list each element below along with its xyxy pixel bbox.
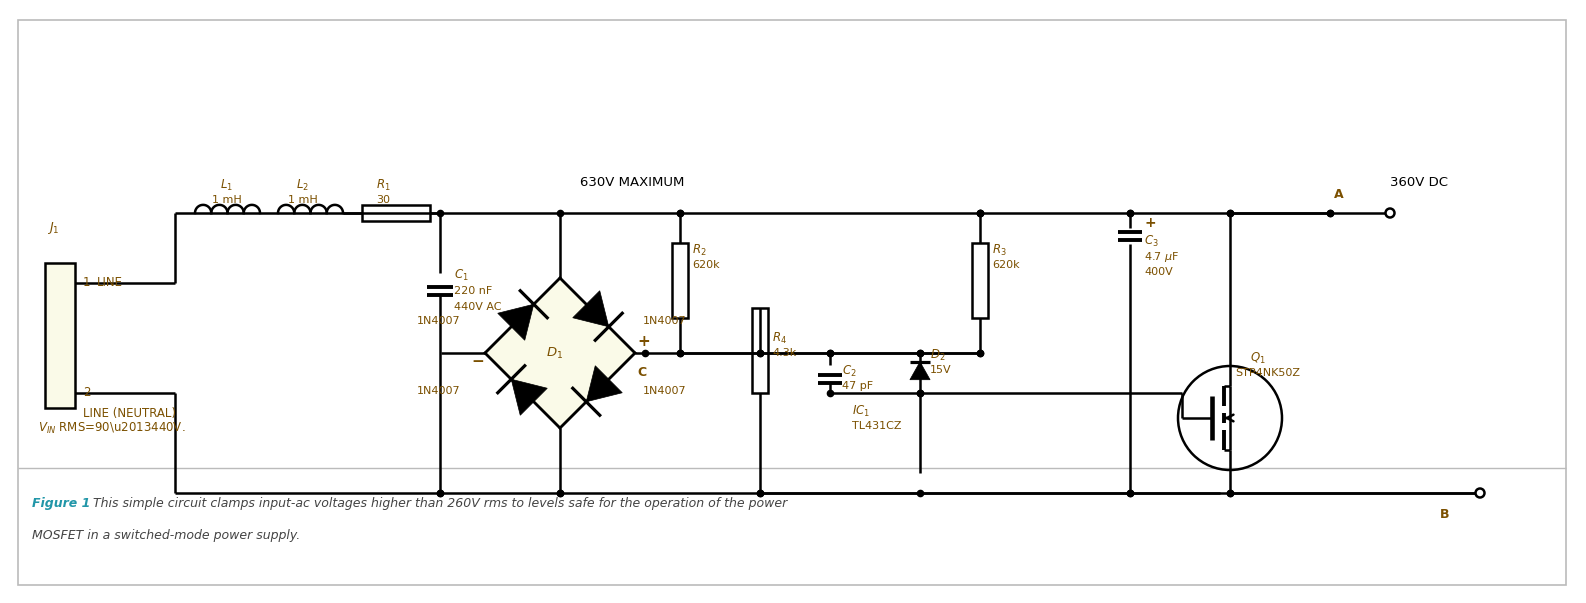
Text: $R_4$: $R_4$ [772, 330, 787, 346]
Text: 220 nF: 220 nF [454, 286, 492, 296]
Text: 30: 30 [376, 195, 390, 205]
Text: $IC_1$: $IC_1$ [852, 403, 871, 418]
Text: 47 pF: 47 pF [842, 381, 874, 391]
Text: $C_1$: $C_1$ [454, 268, 469, 283]
Text: 400V: 400V [1144, 267, 1172, 277]
Text: 4.7 $\mu$F: 4.7 $\mu$F [1144, 250, 1178, 264]
Text: A: A [1334, 189, 1343, 201]
Text: 620k: 620k [991, 260, 1020, 270]
Text: $C_3$: $C_3$ [1144, 233, 1159, 248]
Polygon shape [498, 305, 534, 340]
Text: $D_2$: $D_2$ [929, 347, 945, 362]
Bar [972, 243, 988, 318]
Text: 1: 1 [82, 277, 90, 289]
Text: TL431CZ: TL431CZ [852, 421, 901, 431]
Text: LINE: LINE [97, 277, 124, 289]
Text: $R_1$: $R_1$ [376, 177, 390, 192]
Text: $R_2$: $R_2$ [691, 242, 707, 257]
Text: 1N4007: 1N4007 [417, 385, 460, 396]
Polygon shape [511, 379, 547, 415]
Text: LINE (NEUTRAL): LINE (NEUTRAL) [82, 406, 176, 420]
Text: 440V AC: 440V AC [454, 302, 501, 312]
Text: $Q_1$: $Q_1$ [1250, 350, 1266, 365]
Bar [362, 205, 430, 221]
Circle shape [1475, 488, 1484, 497]
Circle shape [1386, 209, 1394, 218]
Bar [44, 263, 75, 408]
Polygon shape [485, 278, 634, 428]
Text: 4.3k: 4.3k [772, 348, 796, 358]
Text: 1N4007: 1N4007 [417, 315, 460, 326]
Polygon shape [573, 291, 609, 327]
Text: 1N4007: 1N4007 [642, 315, 687, 326]
Text: 15V: 15V [929, 365, 952, 375]
Text: 1N4007: 1N4007 [642, 385, 687, 396]
Text: +: + [1144, 216, 1156, 230]
Bar [672, 243, 688, 318]
Polygon shape [587, 366, 622, 402]
Text: 1 mH: 1 mH [289, 195, 317, 205]
Text: $J_1$: $J_1$ [48, 220, 59, 236]
Text: $L_2$: $L_2$ [297, 177, 309, 192]
Text: −: − [471, 353, 484, 368]
Text: 620k: 620k [691, 260, 720, 270]
Text: This simple circuit clamps input-ac voltages higher than 260V rms to levels safe: This simple circuit clamps input-ac volt… [89, 496, 787, 510]
Text: Figure 1: Figure 1 [32, 496, 90, 510]
Text: $C_2$: $C_2$ [842, 364, 856, 379]
Text: +: + [638, 333, 650, 349]
Text: 630V MAXIMUM: 630V MAXIMUM [580, 177, 685, 189]
Text: 1 mH: 1 mH [213, 195, 241, 205]
Text: B: B [1440, 508, 1450, 522]
Polygon shape [910, 362, 929, 380]
Text: $V_{IN}$ RMS=90\u2013440V.: $V_{IN}$ RMS=90\u2013440V. [38, 420, 186, 435]
Text: $R_3$: $R_3$ [991, 242, 1007, 257]
Text: C: C [638, 367, 646, 379]
Text: MOSFET in a switched-mode power supply.: MOSFET in a switched-mode power supply. [32, 528, 300, 541]
Text: STP4NK50Z: STP4NK50Z [1235, 368, 1301, 378]
Bar [752, 308, 768, 393]
Text: 2: 2 [82, 387, 90, 400]
Text: $L_1$: $L_1$ [220, 177, 233, 192]
Text: $D_1$: $D_1$ [546, 346, 563, 361]
Text: 360V DC: 360V DC [1389, 177, 1448, 189]
